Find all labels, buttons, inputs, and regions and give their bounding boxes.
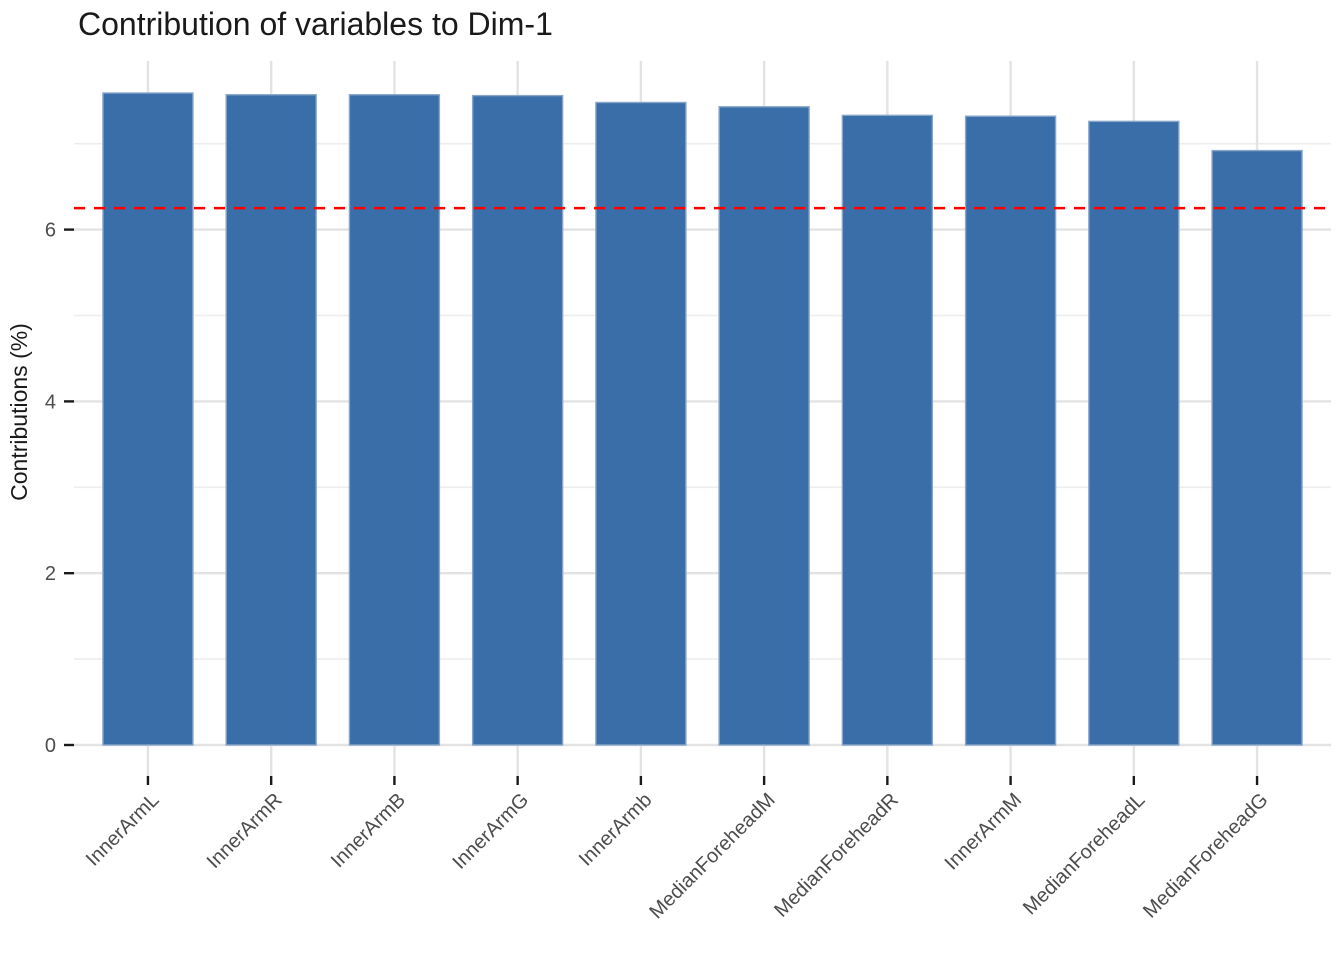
y-tick-label: 0 xyxy=(45,735,56,757)
x-category-label: InnerArmL xyxy=(82,789,164,871)
bar xyxy=(348,94,441,746)
bar xyxy=(595,101,687,746)
bar xyxy=(225,94,317,746)
bar xyxy=(964,115,1057,746)
y-tick-label: 2 xyxy=(45,563,56,585)
x-category-label: InnerArmB xyxy=(327,789,410,872)
x-category-label: MedianForeheadG xyxy=(1139,789,1272,922)
x-category-label: InnerArmM xyxy=(941,789,1026,874)
x-category-label: MedianForeheadM xyxy=(645,789,779,923)
bar xyxy=(718,106,810,746)
bar xyxy=(102,92,194,746)
bar xyxy=(1211,149,1303,746)
x-category-label: MedianForeheadL xyxy=(1019,789,1149,919)
x-category-label: InnerArmG xyxy=(448,789,533,874)
bar xyxy=(471,94,564,746)
x-category-label: InnerArmb xyxy=(575,789,657,871)
y-tick-label: 6 xyxy=(45,220,56,242)
y-tick-label: 4 xyxy=(45,391,56,413)
chart-title: Contribution of variables to Dim-1 xyxy=(78,6,553,42)
x-category-label: InnerArmR xyxy=(203,789,287,873)
bar xyxy=(1088,120,1180,746)
bar xyxy=(841,114,934,746)
y-axis-title: Contributions (%) xyxy=(6,323,32,501)
x-category-label: MedianForeheadR xyxy=(770,789,903,922)
